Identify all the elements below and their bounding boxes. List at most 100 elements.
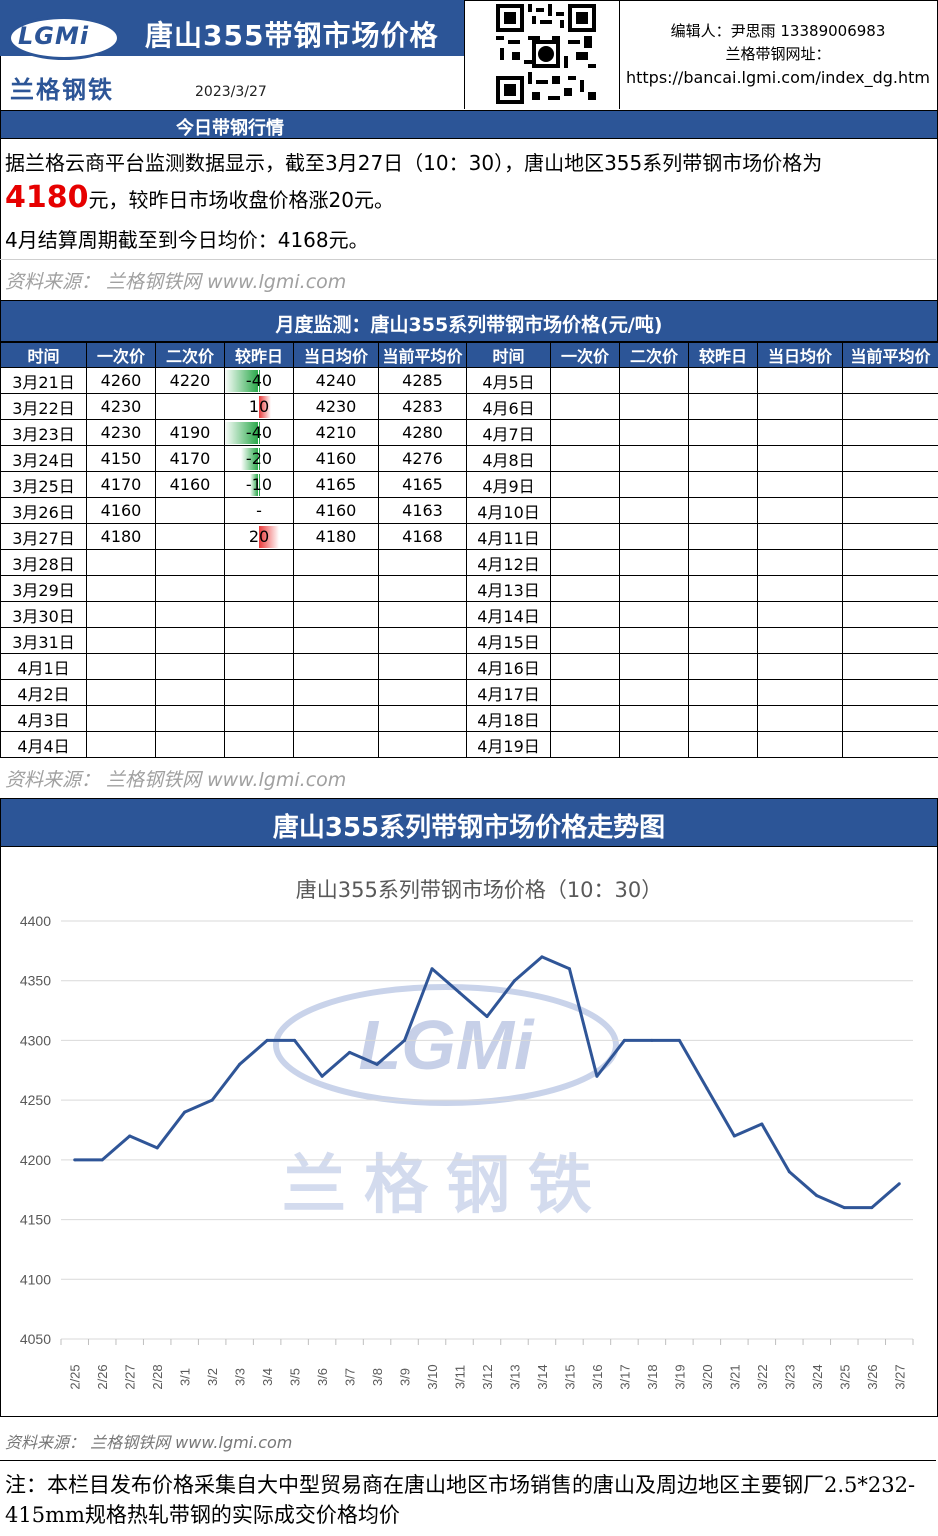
date-cell: 4月18日 [466,705,551,732]
data-point [650,1038,654,1042]
price-cell: 4165 [293,471,379,498]
divider [464,0,465,109]
price-trend-chart: LGMi 兰格钢铁 唐山355系列带钢市场价格（10：30） 4050 4100 4150… [20,878,914,1390]
empty-cell [688,419,758,446]
column-header: 二次价 [155,342,225,368]
date-cell: 4月4日 [0,731,87,758]
divider [619,0,620,109]
qr-code-icon[interactable] [496,4,596,104]
date-cell: 3月26日 [0,497,87,524]
date-cell: 4月14日 [466,601,551,628]
column-header: 一次价 [550,342,620,368]
x-tick-label: 3/22 [755,1364,770,1389]
change-cell: -20 [224,445,294,472]
today-price: 4180 [5,180,89,215]
date-cell: 3月21日 [0,367,87,394]
x-tick-label: 3/25 [837,1364,852,1389]
price-cell [293,627,379,654]
price-cell [378,575,467,602]
date-cell: 3月31日 [0,627,87,654]
date-cell: 3月27日 [0,523,87,550]
price-cell: 4165 [378,471,467,498]
column-header: 当前平均价 [842,342,938,368]
report-date: 2023/3/27 [195,84,267,100]
empty-cell [688,679,758,706]
price-cell: 4168 [378,523,467,550]
price-cell [155,627,225,654]
empty-cell [757,367,843,394]
change-bar [259,526,279,548]
empty-cell [688,731,758,758]
empty-cell [619,601,689,628]
column-header: 当日均价 [757,342,843,368]
price-cell [378,549,467,576]
empty-cell [842,471,938,498]
divider [0,1460,936,1461]
price-cell: 4220 [155,367,225,394]
site-url-link[interactable]: https://bancai.lgmi.com/index_dg.htm [625,68,931,87]
logo-chinese-name: 兰格钢铁 [10,75,114,104]
today-section-bar: 今日带钢行情 [0,110,938,139]
price-cell: 4283 [378,393,467,420]
change-bar-axis [259,422,260,444]
x-tick-label: 3/21 [727,1364,742,1389]
date-cell: 4月16日 [466,653,551,680]
data-point [403,1038,407,1042]
x-tick-label: 2/25 [68,1364,83,1389]
date-cell: 4月13日 [466,575,551,602]
price-cell [378,627,467,654]
data-point [458,991,462,995]
monthly-price-table: 时间 一次价 二次价 较昨日 当日均价 当前平均价 时间 一次价 二次价 较昨日 当日均价 当前平均价… [0,342,938,758]
change-cell: 20 [224,523,294,550]
monthly-section-bar: 月度监测：唐山355系列带钢市场价格(元/吨) [0,300,938,342]
empty-cell [757,419,843,446]
empty-cell [842,445,938,472]
price-cell [155,705,225,732]
date-cell: 3月25日 [0,471,87,498]
date-cell: 4月1日 [0,653,87,680]
data-point [512,979,516,983]
price-cell: 4240 [293,367,379,394]
change-cell [224,705,294,732]
empty-cell [842,497,938,524]
empty-cell [619,653,689,680]
price-cell: 4163 [378,497,467,524]
change-bar [259,396,271,418]
data-point [375,1062,379,1066]
x-tick-label: 3/10 [425,1364,440,1389]
empty-cell [550,367,620,394]
price-cell: 4230 [293,393,379,420]
price-cell [86,575,156,602]
x-tick-label: 3/23 [782,1364,797,1389]
change-cell [224,601,294,628]
change-cell: -40 [224,419,294,446]
change-bar-axis [259,448,260,470]
empty-cell [619,471,689,498]
data-point [183,1110,187,1114]
y-tick-label: 4200 [20,1152,51,1168]
empty-cell [842,523,938,550]
x-tick-label: 3/20 [700,1364,715,1389]
column-header: 时间 [466,342,551,368]
empty-cell [688,393,758,420]
x-tick-label: 2/26 [95,1364,110,1389]
change-bar [249,474,258,496]
data-point [677,1038,681,1042]
data-point [842,1206,846,1210]
price-cell: 4180 [86,523,156,550]
price-cell [86,601,156,628]
price-cell: 4160 [293,497,379,524]
table-row: 3月27日 4180 20 4180 4168 4月11日 [0,523,938,550]
price-cell [86,549,156,576]
change-cell [224,549,294,576]
empty-cell [757,445,843,472]
empty-cell [550,575,620,602]
empty-cell [757,549,843,576]
empty-cell [757,627,843,654]
date-cell: 4月3日 [0,705,87,732]
x-tick-label: 3/3 [233,1368,248,1386]
empty-cell [757,393,843,420]
x-tick-label: 3/1 [178,1368,193,1386]
x-tick-label: 3/16 [590,1364,605,1389]
empty-cell [550,653,620,680]
